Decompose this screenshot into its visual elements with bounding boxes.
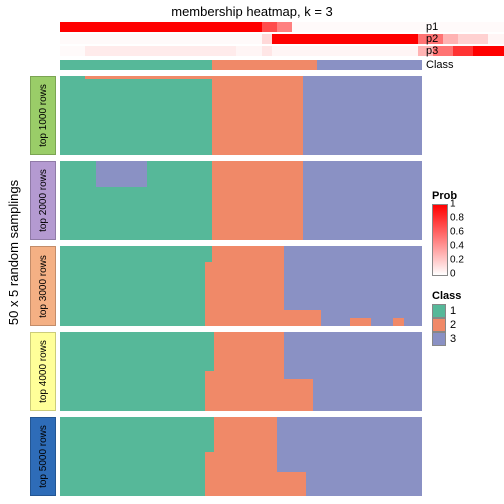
- row-label: top 1000 rows: [30, 76, 56, 155]
- panel-body: [60, 161, 422, 240]
- row-label-text: top 2000 rows: [38, 169, 49, 232]
- heatmap-block: [303, 76, 307, 155]
- panel-body: [60, 76, 422, 155]
- heatmap-panel: [60, 246, 422, 325]
- heatmap-block: [85, 76, 212, 79]
- class-strip-label: Class: [426, 59, 454, 71]
- heatmap-block: [303, 76, 422, 155]
- anno-seg: [458, 34, 488, 44]
- row-label-text: top 5000 rows: [38, 425, 49, 488]
- legend-swatch: [432, 332, 446, 346]
- class-strip: [60, 60, 422, 70]
- legend-class-item: 1: [432, 304, 461, 318]
- panel-body: [60, 246, 422, 325]
- legend-class-title: Class: [432, 290, 461, 302]
- anno-seg: [272, 46, 418, 56]
- heatmap-block: [303, 161, 422, 240]
- legend-swatch-label: 3: [450, 333, 456, 345]
- heatmap-block: [205, 246, 212, 262]
- anno-seg: [277, 22, 292, 32]
- y-axis-label-container: 50 x 5 random samplings: [6, 0, 22, 504]
- anno-label-p1: p1: [426, 21, 438, 33]
- legend-swatch-label: 1: [450, 305, 456, 317]
- class-seg: [212, 60, 317, 70]
- heatmap-block: [284, 332, 313, 380]
- anno-seg: [453, 46, 473, 56]
- anno-seg: [262, 22, 277, 32]
- heatmap-block: [277, 417, 306, 472]
- anno-label-p3: p3: [426, 45, 438, 57]
- anno-seg: [60, 46, 85, 56]
- heatmap-block: [270, 379, 295, 395]
- legend-tick: 0.6: [450, 227, 464, 238]
- row-label-text: top 4000 rows: [38, 340, 49, 403]
- row-label: top 2000 rows: [30, 161, 56, 240]
- heatmap-panel: [60, 332, 422, 411]
- heatmap-block: [284, 246, 320, 309]
- legend-swatch: [432, 304, 446, 318]
- legend-prob: Prob10.80.60.40.20: [432, 190, 457, 274]
- heatmap-block: [205, 417, 214, 452]
- legend-class: Class 1 2 3: [432, 290, 461, 346]
- legend-tick: 0.2: [450, 255, 464, 266]
- legend-class-item: 2: [432, 318, 461, 332]
- heatmap-block: [96, 161, 147, 186]
- row-label: top 5000 rows: [30, 417, 56, 496]
- chart-title: membership heatmap, k = 3: [0, 4, 504, 19]
- anno-seg: [85, 46, 236, 56]
- row-label-container: top 1000 rows top 2000 rows top 3000 rows t…: [30, 76, 56, 496]
- heatmap-block: [350, 318, 372, 326]
- legend-tick: 0.8: [450, 213, 464, 224]
- heatmap-block: [205, 332, 214, 372]
- legend-tick: 0.4: [450, 241, 464, 252]
- anno-seg: [60, 34, 262, 44]
- heatmap-panels: [60, 76, 422, 496]
- heatmap-block: [60, 417, 205, 496]
- legend-tick: 1: [450, 199, 456, 210]
- class-seg: [60, 60, 212, 70]
- legend-prob-ticks: 10.80.60.40.20: [450, 204, 480, 274]
- row-label-text: top 1000 rows: [38, 84, 49, 147]
- anno-seg: [292, 22, 504, 32]
- anno-seg: [443, 34, 458, 44]
- panel-body: [60, 417, 422, 496]
- heatmap-block: [306, 417, 422, 496]
- row-label: top 4000 rows: [30, 332, 56, 411]
- legend-swatch-label: 2: [450, 319, 456, 331]
- heatmap-block: [60, 246, 205, 325]
- heatmap-block: [313, 332, 422, 411]
- anno-seg: [488, 34, 504, 44]
- anno-seg: [272, 34, 418, 44]
- heatmap-block: [277, 319, 291, 325]
- heatmap-block: [60, 76, 212, 155]
- y-axis-label: 50 x 5 random samplings: [7, 179, 22, 324]
- anno-seg: [262, 34, 272, 44]
- anno-label-p2: p2: [426, 33, 438, 45]
- class-seg: [317, 60, 422, 70]
- heatmap-block: [277, 310, 310, 320]
- heatmap-block: [212, 161, 303, 240]
- heatmap-block: [321, 246, 422, 325]
- heatmap-panel: [60, 161, 422, 240]
- heatmap-panel: [60, 76, 422, 155]
- legend-prob-gradient: [432, 204, 448, 276]
- legend-swatch: [432, 318, 446, 332]
- row-label: top 3000 rows: [30, 246, 56, 325]
- heatmap-block: [212, 76, 303, 155]
- heatmap-block: [270, 395, 284, 411]
- legend-tick: 0: [450, 269, 456, 280]
- anno-seg: [60, 22, 262, 32]
- heatmap-block: [60, 332, 205, 411]
- anno-seg: [473, 46, 504, 56]
- heatmap-block: [263, 472, 285, 496]
- legend-class-item: 3: [432, 332, 461, 346]
- panel-body: [60, 332, 422, 411]
- row-label-text: top 3000 rows: [38, 255, 49, 318]
- anno-seg: [236, 46, 261, 56]
- anno-seg: [262, 46, 272, 56]
- heatmap-block: [393, 318, 404, 326]
- heatmap-panel: [60, 417, 422, 496]
